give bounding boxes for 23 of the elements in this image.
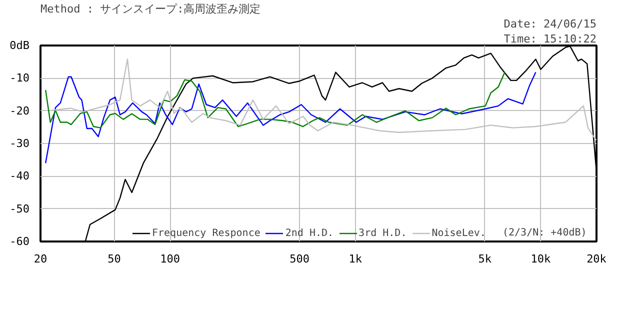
x-tick-label: 5k — [478, 252, 492, 266]
x-tick-label: 20 — [34, 252, 48, 266]
text: Time: 15:10:22 — [504, 32, 597, 46]
legend-label: 3rd H.D. — [358, 227, 407, 239]
y-tick-label: -60 — [10, 235, 30, 248]
x-tick-label: 50 — [108, 252, 121, 266]
chart-subtitle: Method : サインスイープ:高周波歪み測定 — [40, 2, 261, 16]
y-tick-label: 0dB — [10, 39, 30, 52]
annotation: (2/3/N: +40dB) — [502, 228, 587, 238]
y-tick-label: -50 — [10, 202, 30, 216]
text: Date: 24/06/15 — [504, 18, 597, 30]
legend-label: 2nd H.D. — [285, 227, 334, 239]
y-tick-label: -30 — [10, 137, 30, 150]
x-tick-label: 500 — [290, 252, 310, 266]
x-tick-label: 20k — [586, 252, 607, 266]
y-tick-label: -10 — [10, 72, 30, 85]
y-tick-label: -40 — [10, 170, 30, 183]
legend-label: Frequency Responce — [152, 227, 260, 239]
y-tick-label: -20 — [10, 104, 30, 118]
legend-label: NoiseLev. — [432, 227, 486, 239]
x-tick-label: 10k — [530, 252, 552, 266]
x-tick-label: 1k — [348, 252, 362, 266]
x-tick-label: 100 — [160, 252, 180, 266]
